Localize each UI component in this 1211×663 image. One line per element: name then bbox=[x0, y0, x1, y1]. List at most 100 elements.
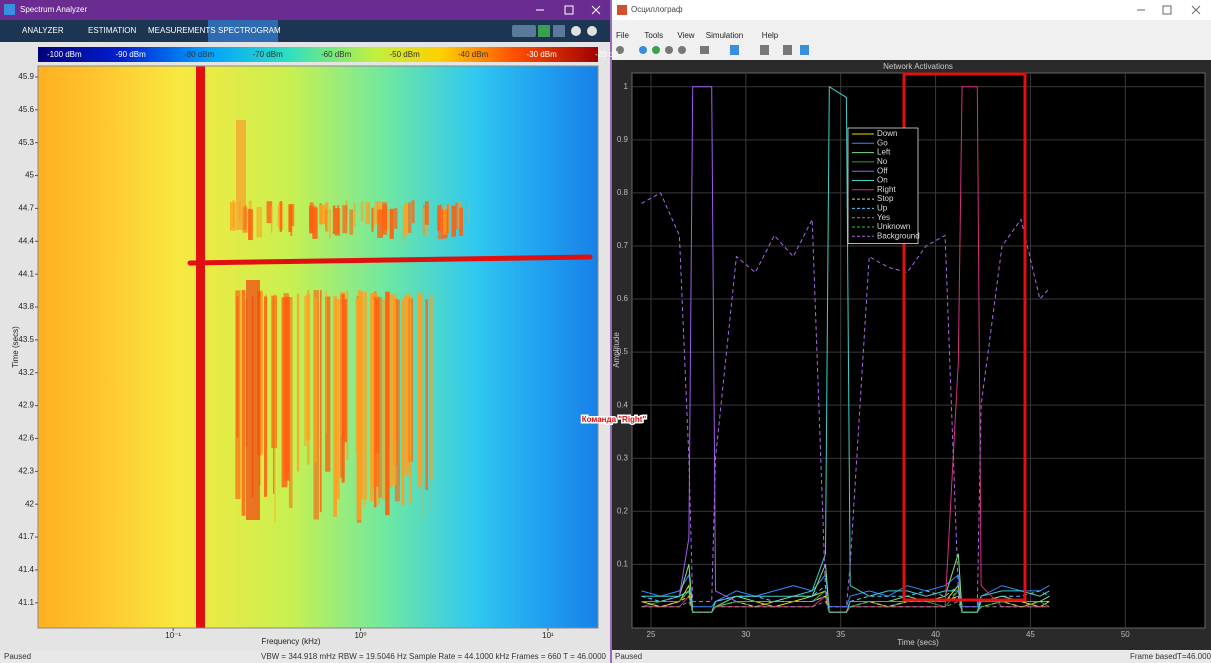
screen: Spectrum Analyzer Paused VBW = 344.918 m… bbox=[0, 0, 1211, 663]
y-tick-label: 42.9 bbox=[18, 401, 34, 410]
x-axis-label: Frequency (kHz) bbox=[261, 637, 320, 646]
y-tick-label: 45 bbox=[25, 171, 34, 180]
streak bbox=[377, 210, 383, 238]
streak bbox=[409, 294, 411, 503]
x-tick-label: 30 bbox=[741, 630, 750, 639]
annotation: Команда "Right" bbox=[582, 415, 647, 424]
y-tick-label: 0.9 bbox=[617, 135, 629, 144]
x-tick-label: 10⁰ bbox=[354, 631, 366, 640]
streak bbox=[443, 206, 447, 235]
app-icon bbox=[617, 5, 627, 15]
streak bbox=[373, 206, 375, 228]
streak bbox=[447, 204, 448, 233]
highlight-vertical bbox=[196, 66, 205, 628]
window-divider bbox=[610, 0, 612, 663]
menu-item[interactable]: Tools bbox=[644, 31, 663, 40]
streak bbox=[271, 296, 277, 449]
streak bbox=[256, 207, 262, 238]
streak bbox=[372, 293, 374, 467]
y-tick-label: 41.4 bbox=[18, 565, 34, 574]
legend-label: Up bbox=[877, 204, 888, 213]
streak bbox=[356, 299, 361, 452]
y-tick-label: 45.6 bbox=[18, 105, 34, 114]
y-tick-label: 42 bbox=[25, 499, 34, 508]
streak bbox=[246, 280, 260, 520]
status-info: VBW = 344.918 mHz RBW = 19.5046 Hz Sampl… bbox=[261, 652, 607, 661]
legend-label: No bbox=[877, 157, 888, 166]
streak bbox=[408, 202, 411, 232]
streak bbox=[307, 290, 310, 465]
colorbar-label: -60 dBm bbox=[321, 50, 352, 59]
x-tick-label: 10¹ bbox=[542, 631, 554, 640]
streak bbox=[412, 200, 415, 223]
streak bbox=[342, 205, 347, 233]
status-text: Paused bbox=[615, 652, 642, 661]
streak bbox=[425, 201, 429, 224]
menu-item[interactable]: Help bbox=[762, 31, 779, 40]
axes bbox=[632, 73, 1205, 628]
streak bbox=[404, 203, 407, 235]
streak bbox=[425, 299, 428, 490]
streak bbox=[364, 292, 366, 507]
streak bbox=[289, 297, 293, 508]
tab[interactable]: SPECTROGRAM bbox=[218, 26, 281, 35]
legend-label: Stop bbox=[877, 194, 894, 203]
streak bbox=[382, 204, 387, 234]
status-text: Paused bbox=[4, 652, 31, 661]
legend-label: Go bbox=[877, 138, 888, 147]
y-tick-label: 0.4 bbox=[617, 400, 629, 409]
streak bbox=[371, 208, 373, 232]
y-tick-label: 44.4 bbox=[18, 236, 34, 245]
streak bbox=[233, 200, 235, 227]
x-tick-label: 10⁻¹ bbox=[165, 631, 181, 640]
streak bbox=[391, 294, 396, 485]
streak bbox=[290, 206, 292, 236]
y-tick-label: 43.5 bbox=[18, 335, 34, 344]
tab[interactable]: ESTIMATION bbox=[88, 26, 137, 35]
x-tick-label: 35 bbox=[836, 630, 845, 639]
streak bbox=[335, 210, 338, 234]
colorbar-label: -70 dBm bbox=[253, 50, 284, 59]
streak bbox=[349, 209, 353, 234]
status-time: T=46.000 bbox=[1177, 652, 1211, 661]
streak bbox=[354, 203, 356, 227]
colorbar-label: -40 dBm bbox=[458, 50, 489, 59]
tab[interactable]: ANALYZER bbox=[22, 26, 64, 35]
x-tick-label: 45 bbox=[1026, 630, 1035, 639]
window-title: Осциллограф bbox=[631, 5, 683, 14]
y-tick-label: 45.3 bbox=[18, 138, 34, 147]
y-tick-label: 0.1 bbox=[617, 559, 629, 568]
title-bar bbox=[612, 0, 1211, 20]
legend-label: Right bbox=[877, 185, 896, 194]
streak bbox=[342, 299, 347, 442]
streak bbox=[469, 203, 470, 222]
legend-label: Left bbox=[877, 148, 891, 157]
y-tick-label: 0.8 bbox=[617, 188, 629, 197]
streak bbox=[366, 202, 370, 224]
legend-label: On bbox=[877, 176, 888, 185]
menu-item[interactable]: Simulation bbox=[706, 31, 743, 40]
colorbar-label: -20 dB bbox=[595, 50, 619, 59]
streak bbox=[418, 294, 422, 473]
streak bbox=[423, 207, 425, 234]
menu-item[interactable]: View bbox=[677, 31, 694, 40]
streak bbox=[280, 201, 282, 232]
y-axis-label: Time (secs) bbox=[11, 326, 20, 368]
menu-item[interactable]: File bbox=[616, 31, 629, 40]
legend-label: Down bbox=[877, 129, 897, 138]
streak bbox=[297, 294, 299, 472]
y-tick-label: 43.8 bbox=[18, 302, 34, 311]
streak bbox=[309, 209, 312, 230]
legend-label: Background bbox=[877, 231, 920, 240]
colorbar-label: -80 dBm bbox=[184, 50, 215, 59]
status-mode: Frame based bbox=[1130, 652, 1177, 661]
y-tick-label: 0.2 bbox=[617, 506, 629, 515]
legend-label: Yes bbox=[877, 213, 890, 222]
y-tick-label: 43.2 bbox=[18, 368, 34, 377]
tab[interactable]: MEASUREMENTS bbox=[148, 26, 216, 35]
chart-title: Network Activations bbox=[883, 62, 953, 71]
x-tick-label: 40 bbox=[931, 630, 940, 639]
y-tick-label: 44.7 bbox=[18, 204, 34, 213]
streak bbox=[278, 206, 279, 227]
streak bbox=[320, 290, 322, 512]
